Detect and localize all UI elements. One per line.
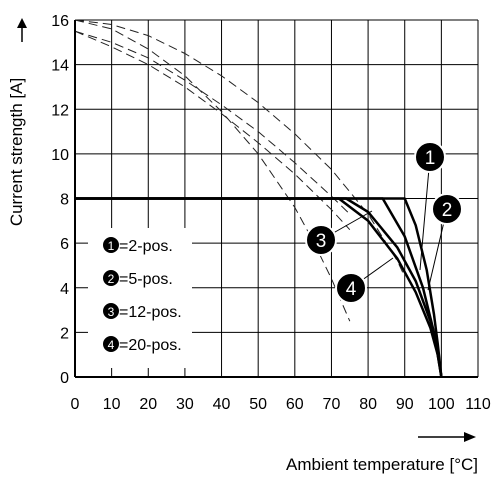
legend-marker (103, 270, 119, 286)
legend-item: 3 =12-pos. (103, 303, 182, 321)
legend-label: =20-pos. (119, 337, 182, 354)
x-axis-arrowhead-icon (464, 432, 476, 442)
y-axis-label: Current strength [A] (7, 78, 26, 226)
dashed-curve-1 (74, 19, 406, 277)
x-tick-label: 10 (103, 396, 121, 413)
y-tick-label: 2 (60, 325, 69, 342)
y-tick-label: 16 (51, 13, 69, 30)
y-axis-arrowhead-icon (17, 18, 27, 28)
curve-callouts: 1 2 3 4 (305, 141, 463, 304)
legend-label: =12-pos. (119, 304, 182, 321)
legend-marker-number: 2 (108, 272, 115, 286)
x-tick-label: 0 (71, 396, 80, 413)
derating-curve-4 (75, 197, 443, 378)
legend-item: 4 =20-pos. (103, 336, 182, 354)
callout-leader (419, 156, 431, 271)
y-tick-label: 8 (60, 192, 69, 209)
callout-1: 1 (414, 141, 446, 271)
derating-curve-3 (75, 197, 443, 378)
axes (74, 20, 478, 378)
callout-2: 2 (427, 193, 463, 291)
x-axis-label: Ambient temperature [°C] (286, 455, 478, 474)
derating-curves (75, 197, 443, 378)
legend-marker-number: 1 (108, 239, 115, 253)
y-tick-label: 0 (60, 370, 69, 387)
x-tick-label: 40 (213, 396, 231, 413)
y-tick-label: 14 (51, 58, 69, 75)
callout-circle (431, 193, 463, 225)
x-tick-label: 60 (286, 396, 304, 413)
x-tick-label: 70 (323, 396, 341, 413)
legend-marker (103, 303, 119, 319)
legend-label: =5-pos. (119, 271, 173, 288)
x-tick-label: 90 (396, 396, 414, 413)
dashed-curve-4 (74, 30, 351, 215)
callout-4: 4 (335, 257, 394, 304)
callout-circle (414, 141, 446, 173)
x-tick-label: 20 (139, 396, 157, 413)
x-tick-label: 100 (428, 396, 455, 413)
y-tick-label: 4 (60, 281, 69, 298)
legend-label: =2-pos. (119, 238, 173, 255)
callout-number: 3 (316, 231, 327, 252)
callout-number: 2 (442, 200, 453, 221)
derating-curve-1 (75, 197, 443, 378)
x-tick-label: 50 (249, 396, 267, 413)
x-tick-label: 80 (359, 396, 377, 413)
dashed-curve-2 (74, 19, 351, 322)
y-tick-label: 10 (51, 147, 69, 164)
legend: 1 =2-pos. 2 =5-pos. 3 =12-pos. 4 =20-pos. (88, 228, 192, 368)
callout-number: 1 (425, 148, 436, 169)
callout-number: 4 (346, 279, 357, 300)
x-tick-label: 30 (176, 396, 194, 413)
legend-marker (103, 237, 119, 253)
legend-marker-number: 4 (108, 338, 115, 352)
legend-marker (103, 336, 119, 352)
callout-circle (335, 272, 367, 304)
y-tick-label: 12 (51, 102, 69, 119)
callout-3: 3 (305, 210, 373, 256)
callout-circle (305, 224, 337, 256)
legend-item: 2 =5-pos. (103, 270, 173, 288)
legend-marker-number: 3 (108, 305, 115, 319)
x-tick-label: 110 (465, 396, 491, 413)
dashed-curve-3 (74, 30, 351, 231)
y-tick-label: 6 (60, 236, 69, 253)
legend-item: 1 =2-pos. (103, 237, 173, 255)
